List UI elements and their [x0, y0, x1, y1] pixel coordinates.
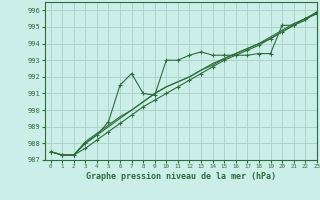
- X-axis label: Graphe pression niveau de la mer (hPa): Graphe pression niveau de la mer (hPa): [86, 172, 276, 181]
